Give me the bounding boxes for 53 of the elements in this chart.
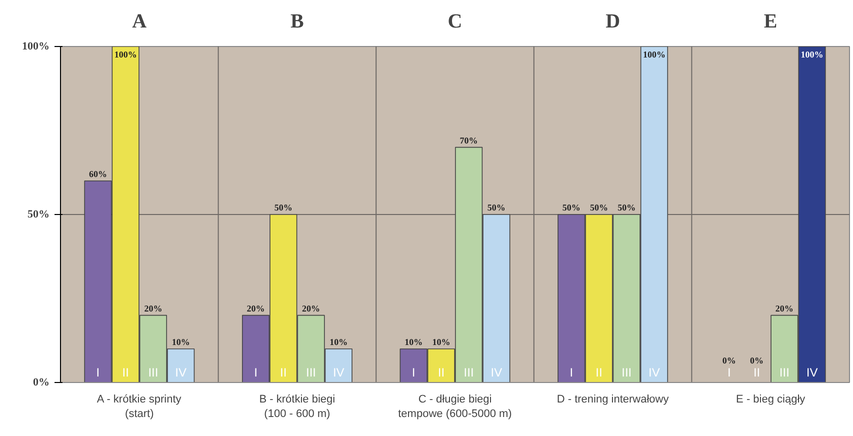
data-label: 50%	[274, 202, 292, 212]
series-label: III	[148, 366, 158, 380]
text: II	[596, 366, 602, 380]
data-label: 50%	[562, 202, 580, 212]
text: I	[728, 366, 731, 380]
data-label: 50%	[618, 202, 636, 212]
text: B	[290, 10, 304, 32]
y-tick-label: 0%	[33, 376, 50, 388]
text: IV	[806, 366, 818, 380]
series-label: II	[122, 366, 129, 380]
text: I	[412, 366, 416, 380]
data-label: 20%	[246, 303, 265, 314]
text: II	[438, 366, 445, 380]
data-label: 100%	[642, 50, 666, 60]
data-label: 20%	[775, 303, 794, 314]
data-label: 50%	[590, 202, 608, 212]
text: IV	[490, 366, 502, 380]
text: II	[280, 366, 287, 380]
data-label: 0%	[750, 356, 764, 366]
text: III	[464, 366, 474, 380]
data-label: 10%	[432, 336, 450, 347]
data-label: 10%	[404, 336, 423, 347]
text: D	[606, 10, 620, 32]
text: E	[764, 10, 778, 32]
data-label: 20%	[144, 303, 162, 314]
text: IV	[648, 366, 660, 380]
text: A	[132, 10, 148, 32]
data-label: 20%	[302, 303, 320, 314]
x-tick-label: D - trening interwałowy	[556, 394, 670, 406]
text: II	[753, 366, 760, 380]
data-label: 50%	[487, 202, 506, 212]
data-label: 60%	[88, 168, 107, 179]
text: III	[622, 366, 632, 380]
text: C	[448, 10, 462, 32]
data-label: 10%	[330, 336, 348, 347]
data-label: 70%	[460, 135, 478, 146]
x-tick-label: B - krótkie biegi (100 - 600 m)	[259, 394, 336, 420]
data-label: 0%	[722, 356, 736, 366]
text: IV	[332, 366, 344, 380]
y-tick-label: 50%	[28, 208, 50, 220]
x-tick-label: E - bieg ciągły	[736, 394, 806, 406]
text: I	[570, 366, 574, 380]
text: III	[306, 366, 316, 380]
x-tick-label: C - długie biegi tempowe (600-5000 m)	[398, 394, 512, 420]
series-label: I	[96, 366, 100, 380]
text: III	[779, 366, 790, 380]
text: I	[254, 366, 258, 380]
y-tick-label: 100%	[22, 40, 50, 52]
x-tick-label: A - krótkie sprinty (start)	[96, 394, 182, 420]
data-label: 100%	[800, 50, 824, 60]
data-label: 100%	[114, 50, 137, 60]
series-label: IV	[175, 366, 186, 380]
data-label: 10%	[172, 336, 190, 347]
